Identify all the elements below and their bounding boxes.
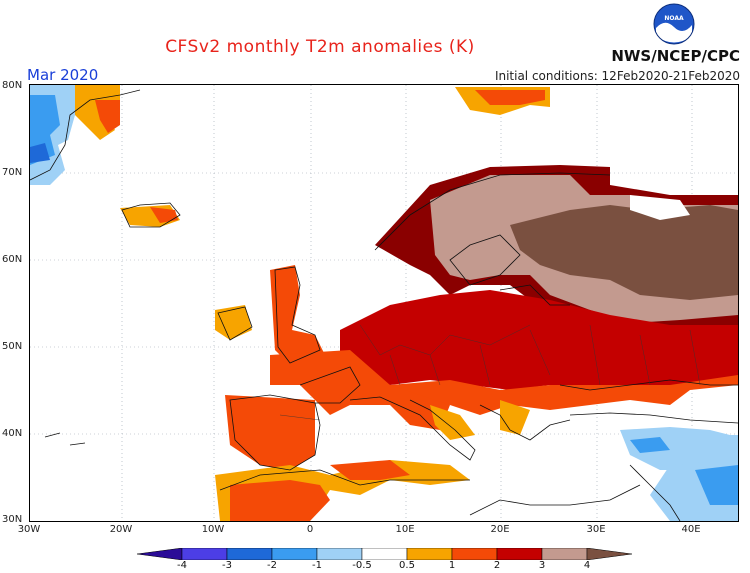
lon-label-0: 0 <box>306 524 314 535</box>
coastlines <box>30 89 738 521</box>
colorbar-segment <box>181 548 228 560</box>
borders <box>279 324 701 421</box>
western-europe-anomaly <box>215 265 738 470</box>
lat-label-70n: 70N <box>2 167 23 178</box>
lon-label-20e: 20E <box>490 524 510 535</box>
svalbard-anomaly <box>455 87 550 115</box>
noaa-logo-text: NOAA <box>664 15 684 22</box>
colorbar-label: 3 <box>538 560 546 571</box>
middle-east-anomaly <box>620 427 738 521</box>
colorbar-label: -0.5 <box>352 560 372 571</box>
lat-label-30n: 30N <box>2 514 23 525</box>
colorbar-segment <box>496 548 543 560</box>
graticule <box>30 85 738 521</box>
colorbar-segment <box>361 548 408 560</box>
colorbar-label: 1 <box>448 560 456 571</box>
colorbar-label: 2 <box>493 560 501 571</box>
initial-conditions: Initial conditions: 12Feb2020-21Feb2020 <box>494 69 740 83</box>
colorbar-label: 0.5 <box>399 560 415 571</box>
lon-label-10w: 10W <box>201 524 225 535</box>
colorbar-segment <box>137 548 183 560</box>
colorbar-segment <box>226 548 273 560</box>
colorbar-segment <box>586 548 632 560</box>
colorbar-segment <box>271 548 318 560</box>
colorbar <box>137 548 632 560</box>
lat-label-50n: 50N <box>2 341 23 352</box>
noaa-logo: NOAA <box>653 3 695 45</box>
lon-label-40e: 40E <box>681 524 701 535</box>
lon-label-30w: 30W <box>17 524 41 535</box>
colorbar-segment <box>316 548 363 560</box>
colorbar-label: -3 <box>222 560 232 571</box>
northern-europe-anomaly <box>375 165 738 335</box>
north-africa-anomaly <box>215 460 470 521</box>
forecast-month: Mar 2020 <box>27 66 99 84</box>
lon-label-30e: 30E <box>586 524 606 535</box>
chart-title: CFSv2 monthly T2m anomalies (K) <box>165 37 475 57</box>
lon-label-10e: 10E <box>395 524 415 535</box>
lat-label-60n: 60N <box>2 254 23 265</box>
colorbar-label: -4 <box>177 560 187 571</box>
colorbar-label: -1 <box>312 560 322 571</box>
colorbar-segment <box>541 548 588 560</box>
anomaly-map <box>29 84 739 522</box>
agency-label: NWS/NCEP/CPC <box>611 47 740 65</box>
colorbar-segment <box>406 548 453 560</box>
lat-label-40n: 40N <box>2 428 23 439</box>
map-canvas <box>30 85 738 521</box>
colorbar-label: -2 <box>267 560 277 571</box>
central-europe-anomaly <box>340 290 738 390</box>
colorbar-segment <box>451 548 498 560</box>
lon-label-20w: 20W <box>109 524 133 535</box>
lat-label-80n: 80N <box>2 80 23 91</box>
colorbar-label: 4 <box>583 560 591 571</box>
greenland-anomaly <box>30 85 120 185</box>
